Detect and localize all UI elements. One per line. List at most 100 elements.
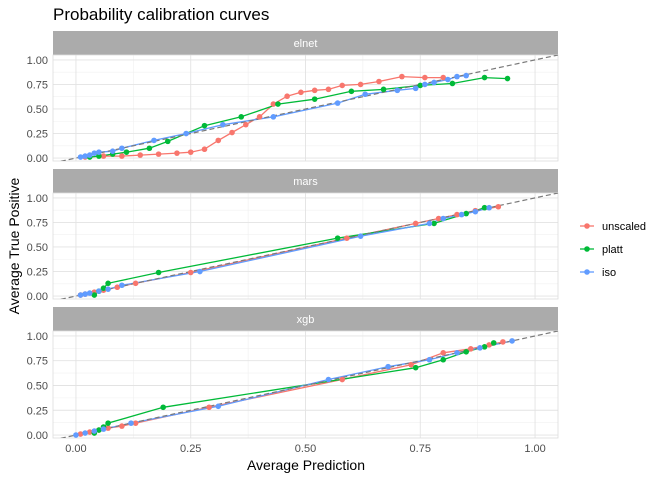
panel-elnet: elnet 0.00 0.25 0.50 0.75 1.00 [27,31,559,165]
legend-label: platt [602,244,623,256]
y-tick-label: 0.00 [27,153,48,165]
data-point-unscaled [187,269,194,276]
facet-strip [53,307,558,331]
data-point-iso [96,288,102,294]
data-point-unscaled [412,220,419,227]
data-point-unscaled [435,215,442,222]
grid-lines [53,55,558,161]
data-point-iso [486,204,492,211]
data-point-unscaled [325,86,332,93]
data-point-iso [77,292,84,298]
data-point-unscaled [486,342,492,348]
y-tick-label: 0.50 [27,242,48,254]
legend-item-iso: iso [580,267,616,279]
data-point-unscaled [256,114,263,120]
panel-data [59,55,558,161]
data-point-iso [73,432,79,438]
data-point-iso [86,152,93,158]
data-point-unscaled [132,280,139,287]
data-point-iso [128,420,134,426]
data-point-unscaled [376,78,382,85]
data-point-unscaled [495,203,502,210]
data-point-unscaled [114,284,121,291]
y-tick-label: 0.75 [27,356,48,368]
panel-border [52,330,559,439]
data-point-iso [440,215,447,222]
legend-key-point [584,269,590,275]
data-point-platt [96,427,102,433]
chart-title: Probability calibration curves [53,5,269,24]
data-point-platt [123,149,130,155]
data-point-platt [105,420,111,426]
data-point-unscaled [500,339,506,345]
data-point-iso [472,208,479,215]
data-point-iso [454,349,460,356]
x-tick-label: 0.50 [295,443,316,455]
data-point-platt [238,114,245,120]
data-point-iso [334,100,341,106]
data-point-unscaled [440,74,447,81]
data-point-iso [105,286,111,292]
data-point-unscaled [339,82,346,89]
data-point-unscaled [422,74,428,81]
data-point-unscaled [298,89,304,96]
data-point-unscaled [86,429,93,435]
y-tick-label: 1.00 [27,193,48,205]
data-point-iso [91,150,98,156]
data-point-platt [160,404,166,411]
y-tick-label: 0.75 [27,79,48,91]
data-point-platt [334,235,341,241]
data-point-platt [481,74,488,81]
data-point-unscaled [270,101,277,107]
facet-strip [53,169,558,193]
data-point-platt [463,349,469,355]
panel-xgb: xgb 0.00 0.25 0.50 0.75 1.00 [27,307,559,442]
x-axis: 0.00 0.25 0.50 0.75 1.00 [65,443,546,455]
data-point-iso [82,291,88,297]
x-tick-label: 0.25 [180,443,201,455]
data-point-unscaled [344,235,350,241]
data-point-iso [454,73,460,80]
y-tick-label: 0.25 [27,129,48,141]
data-point-iso [463,72,469,79]
data-point-iso [426,220,433,227]
y-tick-label: 1.00 [27,55,48,67]
data-point-iso [77,154,84,160]
data-point-unscaled [105,425,111,431]
data-point-iso [86,290,93,296]
data-point-iso [119,282,125,289]
data-point-unscaled [467,346,474,352]
data-point-platt [311,96,318,102]
data-point-unscaled [119,423,125,429]
legend-key-point [584,246,590,252]
facet-strip [53,31,558,55]
data-point-unscaled [357,81,364,88]
y-tick-label: 0.00 [27,291,48,303]
legend-key-point [584,223,590,229]
y-tick-label: 0.25 [27,405,48,417]
data-point-platt [481,204,488,211]
data-point-iso [82,430,88,436]
data-point-platt [348,88,355,95]
x-axis-title: Average Prediction [247,457,365,473]
data-point-platt [100,285,107,292]
y-tick-label: 0.00 [27,430,48,442]
x-tick-label: 0.00 [65,443,86,455]
data-point-platt [463,210,469,217]
reference-line [59,331,558,438]
data-point-platt [105,280,111,287]
data-point-unscaled [119,153,125,159]
data-point-platt [449,80,456,87]
data-point-iso [215,403,222,410]
y-tick-label: 0.75 [27,217,48,229]
data-point-platt [380,86,387,93]
data-point-iso [183,130,189,137]
data-point-unscaled [206,404,212,411]
data-point-iso [445,76,451,83]
y-axis-title: Average True Positive [6,177,22,314]
data-point-iso [109,148,116,154]
series-line-platt [89,76,508,158]
data-point-unscaled [399,73,405,80]
legend-item-platt: platt [580,244,623,256]
